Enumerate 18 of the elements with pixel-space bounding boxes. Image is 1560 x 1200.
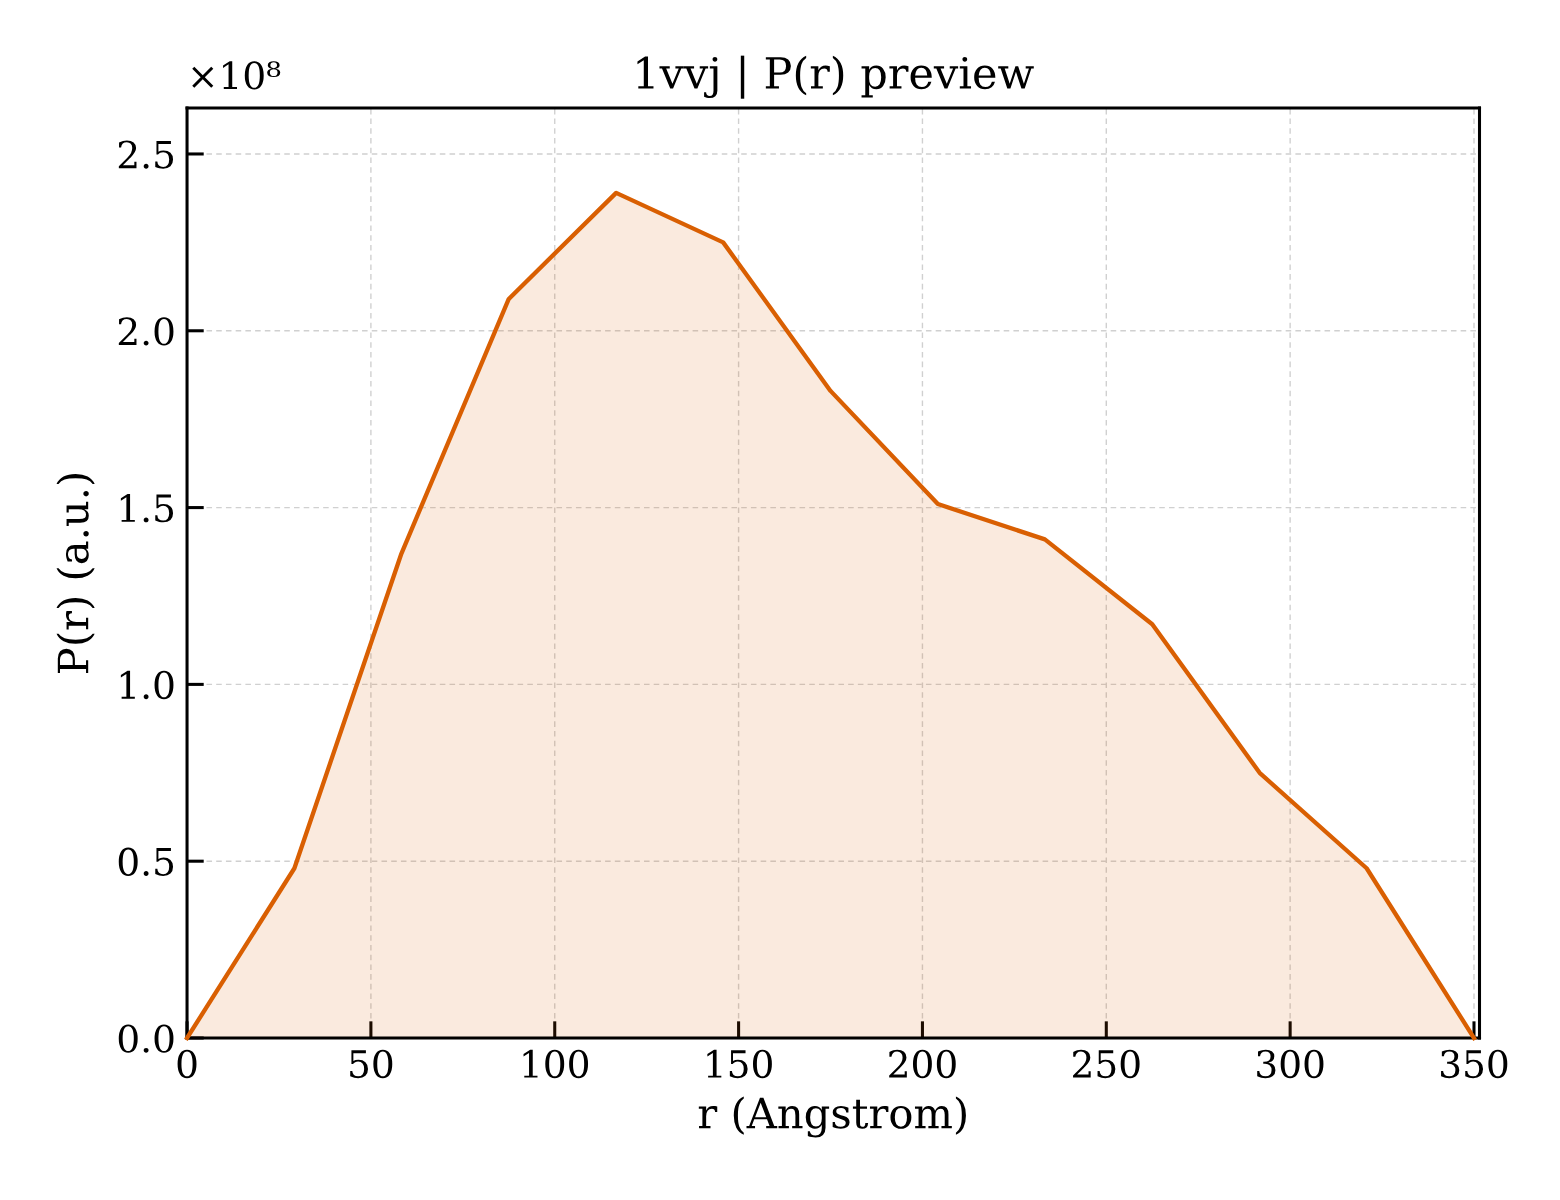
y-tick-label: 0.0 xyxy=(118,1024,174,1053)
x-tick-label: 250 xyxy=(1073,1049,1140,1079)
x-tick-label: 0 xyxy=(177,1049,197,1079)
x-tick-label: 300 xyxy=(1257,1049,1324,1079)
x-tick-label: 150 xyxy=(707,1049,772,1079)
x-tick-label: 200 xyxy=(889,1049,956,1079)
x-axis-title: r (Angstrom) xyxy=(698,1096,966,1138)
x-tick-label: 100 xyxy=(523,1049,589,1079)
y-tick-label: 2.0 xyxy=(118,317,174,346)
x-tick-label: 50 xyxy=(350,1049,393,1079)
x-tick-label: 350 xyxy=(1441,1049,1508,1079)
y-tick-label: 1.0 xyxy=(120,670,174,700)
text: ×10⁸ xyxy=(192,61,281,90)
chart-title: 1vvj | P(r) preview xyxy=(637,55,1034,99)
y-tick-label: 2.5 xyxy=(118,140,174,169)
y-axis-title: P(r) (a.u.) xyxy=(56,474,95,673)
y-tick-label: 0.5 xyxy=(118,847,174,876)
y-tick-label: 1.5 xyxy=(120,494,174,523)
